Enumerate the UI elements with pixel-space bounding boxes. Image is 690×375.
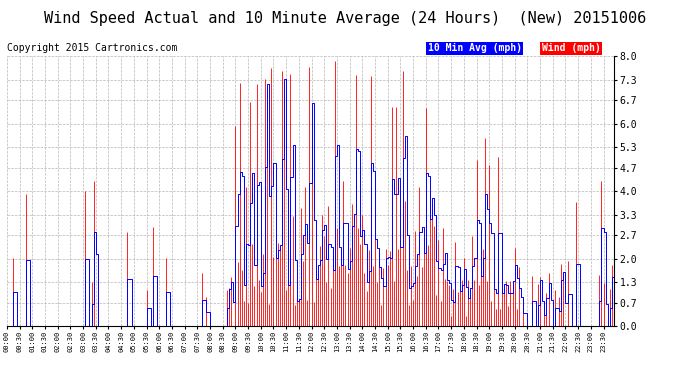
Text: 10 Min Avg (mph): 10 Min Avg (mph): [428, 43, 522, 53]
Text: Wind Speed Actual and 10 Minute Average (24 Hours)  (New) 20151006: Wind Speed Actual and 10 Minute Average …: [44, 11, 646, 26]
Text: Wind (mph): Wind (mph): [542, 43, 600, 53]
Text: Copyright 2015 Cartronics.com: Copyright 2015 Cartronics.com: [7, 43, 177, 53]
